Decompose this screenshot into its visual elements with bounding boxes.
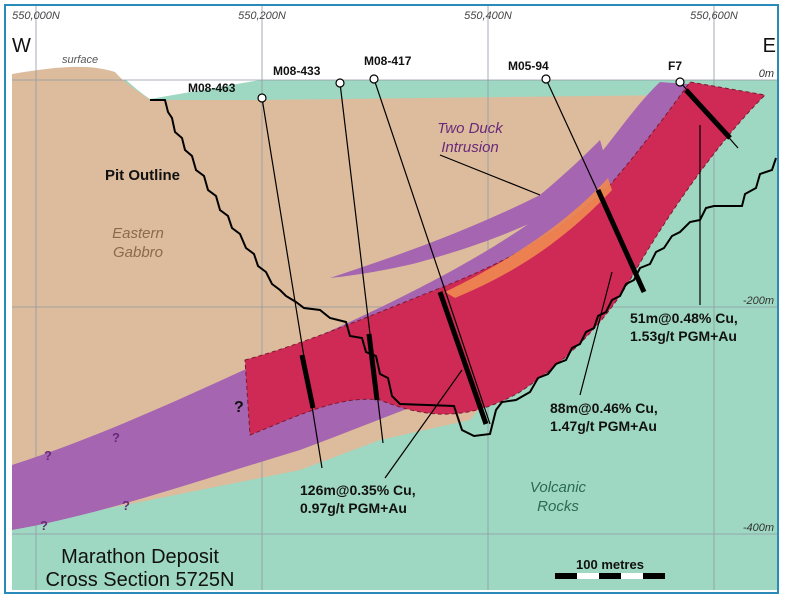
eastern-gabbro-label-2: Gabbro	[113, 244, 163, 261]
hole-label-m08-417: M08-417	[364, 54, 412, 68]
intercept-51m-line2: 1.53g/t PGM+Au	[630, 328, 737, 344]
collars	[257, 74, 685, 103]
easting-2: 550,400N	[464, 10, 512, 22]
pit-outline-label: Pit Outline	[105, 167, 180, 184]
title-line2: Cross Section 5725N	[46, 569, 235, 591]
leader-lines	[384, 125, 701, 479]
easting-0: 550,000N	[12, 10, 60, 22]
pit-outline	[150, 99, 777, 438]
question-mark-1: ?	[112, 430, 120, 445]
volcanic-label-1: Volcanic	[530, 479, 587, 496]
scale-label: 100 metres	[576, 557, 644, 572]
scale-bar	[555, 573, 665, 579]
question-mark-3: ?	[122, 498, 130, 513]
question-mark-4: ?	[40, 518, 48, 533]
easting-1: 550,200N	[238, 10, 286, 22]
question-mark-ore: ?	[234, 399, 244, 416]
ore-zone	[244, 81, 767, 436]
two-duck-intrusion-lower	[12, 82, 700, 530]
title-line1: Marathon Deposit	[61, 546, 219, 568]
volcanic-label-2: Rocks	[537, 498, 579, 515]
two-duck-label-1: Two Duck	[437, 120, 504, 137]
intercept-126m-line1: 126m@0.35% Cu,	[300, 482, 416, 498]
intercept-88m-line2: 1.47g/t PGM+Au	[550, 418, 657, 434]
depth-200: -200m	[743, 295, 774, 307]
hole-label-m08-433: M08-433	[273, 64, 321, 78]
west-label: W	[12, 35, 31, 57]
depth-0: 0m	[759, 68, 774, 80]
two-duck-label-2: Intrusion	[441, 139, 499, 156]
intercept-51m-line1: 51m@0.48% Cu,	[630, 310, 738, 326]
eastern-gabbro-label-1: Eastern	[112, 225, 164, 242]
intercept-88m-line1: 88m@0.46% Cu,	[550, 400, 658, 416]
high-grade-streak	[445, 178, 612, 298]
east-label: E	[763, 35, 776, 57]
hole-m08-417-trace	[373, 78, 491, 425]
depth-400: -400m	[743, 522, 774, 534]
figure-frame	[4, 4, 779, 594]
hole-label-f7: F7	[668, 59, 682, 73]
easting-3: 550,600N	[690, 10, 738, 22]
sky-area	[12, 5, 778, 99]
surface-label: surface	[62, 54, 98, 66]
two-duck-intrusion-upper	[330, 140, 610, 278]
question-mark-2: ?	[44, 448, 52, 463]
hole-label-m08-463: M08-463	[188, 81, 236, 95]
mineralized-intercepts	[299, 88, 732, 425]
hole-label-m05-94: M05-94	[508, 59, 549, 73]
intercept-126m-line2: 0.97g/t PGM+Au	[300, 500, 407, 516]
